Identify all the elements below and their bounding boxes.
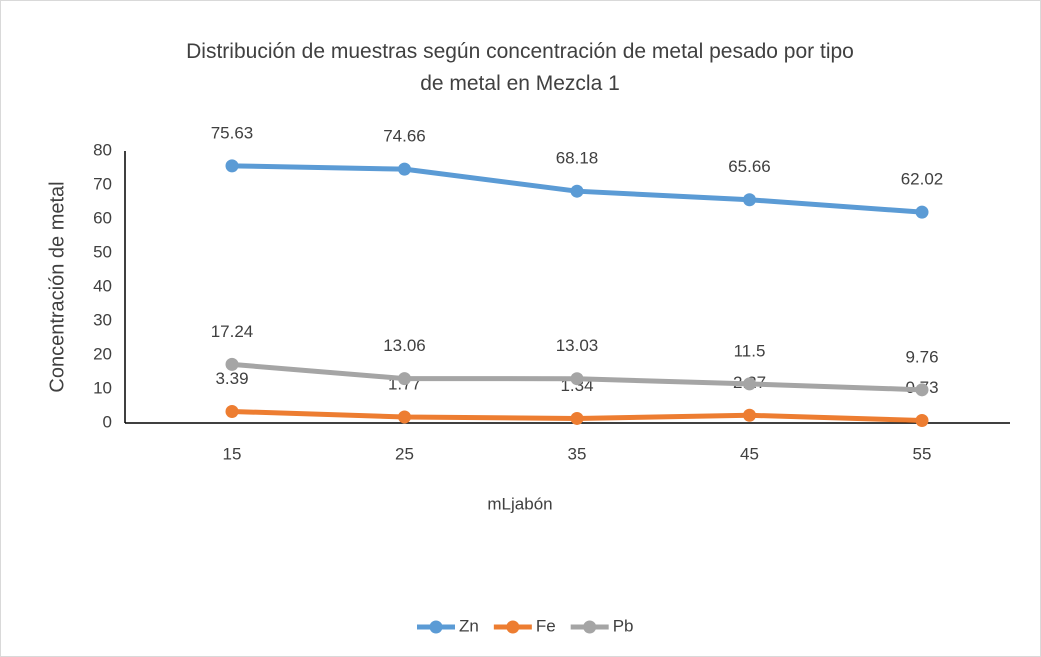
y-tick-label: 30 [93, 310, 112, 329]
x-tick-label: 55 [913, 444, 932, 463]
data-label: 62.02 [901, 170, 944, 189]
x-tick-label: 45 [740, 444, 759, 463]
data-point [915, 414, 929, 428]
y-tick-label: 70 [93, 174, 112, 193]
data-label: 17.24 [211, 322, 254, 341]
legend-marker [429, 620, 443, 634]
data-point [915, 383, 929, 397]
data-point [225, 159, 239, 173]
data-label: 74.66 [383, 127, 426, 146]
data-label: 11.5 [734, 341, 766, 360]
data-label: 65.66 [728, 157, 771, 176]
data-point [570, 372, 584, 386]
y-tick-label: 60 [93, 208, 112, 227]
data-label: 68.18 [556, 149, 599, 168]
data-label: 3.39 [215, 369, 248, 388]
data-point [398, 410, 411, 424]
x-axis-label: mLjabón [487, 494, 552, 513]
data-point [915, 205, 929, 219]
x-tick-label: 35 [568, 444, 587, 463]
data-point [225, 357, 239, 371]
legend-label: Zn [459, 616, 479, 635]
data-label: 13.03 [556, 336, 599, 355]
chart-title: Distribución de muestras según concentra… [186, 40, 854, 95]
data-point [570, 184, 584, 198]
data-point [398, 372, 411, 386]
legend-marker [506, 620, 520, 634]
y-axis-label: Concentración de metal [46, 181, 68, 392]
y-tick-label: 20 [93, 344, 112, 363]
data-point [743, 193, 756, 207]
legend-label: Pb [613, 616, 634, 635]
data-label: 13.06 [383, 336, 426, 355]
data-point [743, 377, 756, 391]
data-label: 75.63 [211, 123, 254, 142]
data-point [570, 411, 584, 425]
legend-marker [583, 620, 597, 634]
y-tick-label: 0 [103, 412, 112, 431]
x-tick-label: 15 [223, 444, 242, 463]
data-point [225, 404, 239, 418]
data-point [398, 162, 411, 176]
y-tick-label: 80 [93, 140, 112, 159]
data-label: 9.76 [905, 347, 938, 366]
x-tick-label: 25 [395, 444, 414, 463]
legend-label: Fe [536, 616, 556, 635]
y-tick-label: 10 [93, 378, 112, 397]
y-tick-label: 40 [93, 276, 112, 295]
data-point [743, 408, 756, 422]
y-tick-label: 50 [93, 242, 112, 261]
